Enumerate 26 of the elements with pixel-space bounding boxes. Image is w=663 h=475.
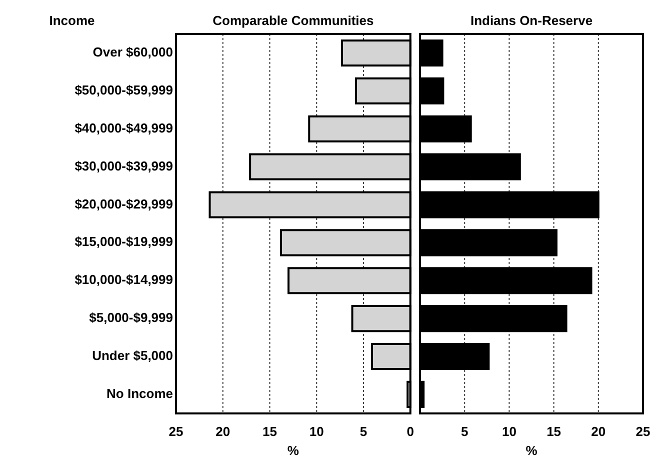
- y-tick-label: Under $5,000: [92, 348, 173, 364]
- text: Indians On-Reserve: [470, 13, 593, 28]
- x-tick-label: 10: [502, 424, 516, 439]
- x-tick-label: 15: [546, 424, 562, 439]
- x-tick-label: 20: [216, 424, 230, 439]
- y-tick-label: $50,000-$59,999: [74, 82, 173, 98]
- y-tick-label: $15,000-$19,999: [74, 234, 173, 250]
- x-tick-label: 20: [591, 424, 606, 439]
- y-axis-title: Income: [49, 13, 95, 28]
- x-axis-title: %: [287, 443, 300, 458]
- y-tick-label: Over $60,000: [92, 44, 173, 60]
- y-tick-label: No Income: [106, 386, 173, 402]
- x-tick-label: 10: [309, 424, 324, 439]
- x-axis-title: %: [526, 443, 538, 458]
- x-tick-label: 5: [360, 424, 368, 439]
- x-tick-label: 15: [262, 424, 277, 439]
- y-tick-label: $5,000-$9,999: [89, 310, 173, 326]
- x-tick-label: 5: [460, 424, 468, 439]
- series-label: Comparable Communities: [212, 13, 374, 28]
- y-tick-label: $10,000-$14,999: [74, 272, 173, 288]
- y-tick-label: $30,000-$39,999: [74, 158, 173, 174]
- x-tick-label: 25: [636, 424, 650, 439]
- y-tick-label: $20,000-$29,999: [74, 196, 173, 212]
- x-tick-label: 25: [168, 424, 184, 439]
- y-tick-label: $40,000-$49,999: [74, 120, 173, 136]
- x-tick-label: 0: [406, 424, 414, 439]
